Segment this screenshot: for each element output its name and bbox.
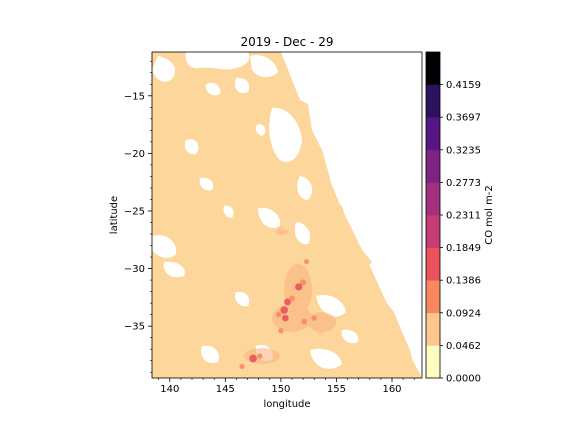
- co-swath: [152, 52, 422, 378]
- co-hotspot: [257, 353, 263, 359]
- co-hotspot: [318, 330, 324, 336]
- y-tick-label: −30: [124, 264, 145, 275]
- co-hotspots: [239, 225, 324, 370]
- x-tick-label: 155: [327, 384, 346, 395]
- colorbar-label: CO mol m-2: [484, 185, 495, 245]
- chart-title: 2019 - Dec - 29: [241, 35, 334, 49]
- colorbar-tick-label: 0.1849: [446, 243, 481, 254]
- y-tick-label: −15: [124, 91, 145, 102]
- plot-area: [151, 51, 423, 379]
- colorbar-band: [426, 280, 440, 314]
- colorbar-tick-label: 0.4159: [446, 80, 481, 91]
- co-hotspot: [280, 306, 289, 314]
- x-tick-label: 140: [160, 384, 179, 395]
- co-hotspot: [301, 318, 308, 325]
- co-hotspot: [275, 311, 282, 318]
- co-hotspot: [284, 298, 291, 306]
- colorbar: 0.0000 0.0462 0.0924 0.1386 0.1849 0.2311 0.27…: [425, 51, 481, 385]
- y-axis-label: latitude: [109, 196, 120, 234]
- colorbar-band: [426, 52, 440, 85]
- colorbar-tick-label: 0.2773: [446, 178, 481, 189]
- colorbar-tick-label: 0.3697: [446, 113, 481, 124]
- x-axis-label: longitude: [263, 399, 310, 410]
- co-hotspot: [311, 315, 317, 321]
- co-hotspot: [282, 314, 289, 322]
- co-hotspot: [303, 259, 309, 265]
- colorbar-band: [426, 312, 440, 346]
- colorbar-band: [426, 182, 440, 216]
- co-hotspot: [300, 279, 307, 286]
- co-hotspot: [295, 283, 303, 291]
- x-tick-label: 150: [271, 384, 290, 395]
- colorbar-band: [426, 149, 440, 183]
- colorbar-band: [426, 247, 440, 281]
- plot-frame: [151, 51, 423, 379]
- x-axis: 140 145 150 155 160: [158, 378, 415, 395]
- co-field-layer: [152, 52, 422, 378]
- colorbar-tick-label: 0.0000: [446, 374, 481, 385]
- y-axis: −15 −20 −25 −30 −35: [124, 60, 152, 373]
- colorbar-band: [426, 117, 440, 151]
- co-hotspot: [239, 363, 245, 370]
- y-tick-label: −25: [124, 206, 145, 217]
- colorbar-tick-label: 0.3235: [446, 145, 481, 156]
- colorbar-tick-label: 0.1386: [446, 276, 481, 287]
- co-hotspot: [278, 328, 284, 334]
- co-hotspot: [249, 354, 257, 363]
- colorbar-tick-label: 0.0462: [446, 341, 481, 352]
- colorbar-tick-label: 0.0924: [446, 308, 481, 319]
- colorbar-band: [426, 84, 440, 118]
- x-tick-label: 145: [216, 384, 235, 395]
- x-tick-label: 160: [382, 384, 401, 395]
- colorbar-band: [426, 345, 440, 379]
- colorbar-band: [426, 215, 440, 248]
- co-hotspot: [289, 295, 295, 302]
- colorbar-tick-label: 0.2311: [446, 211, 481, 222]
- cloud-gaps: [152, 52, 359, 369]
- y-tick-label: −20: [124, 149, 145, 160]
- y-tick-label: −35: [124, 322, 145, 333]
- co-hotspot: [278, 225, 284, 231]
- co-swath-edge: [294, 100, 414, 368]
